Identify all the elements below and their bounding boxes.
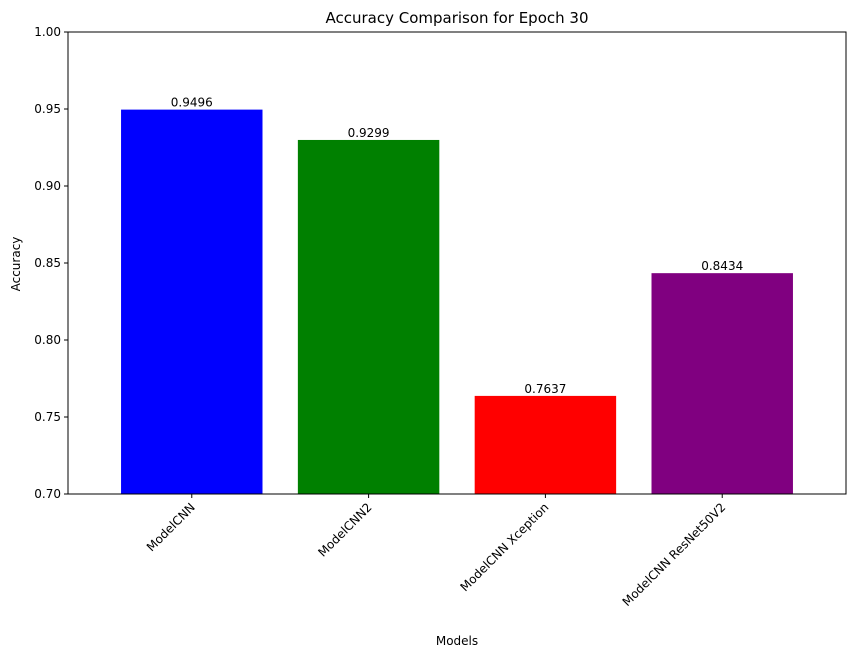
bar xyxy=(297,139,440,495)
bar-value-label: 0.8434 xyxy=(701,259,743,273)
bars-group: 0.9496 0.9299 0.7637 0.8434 xyxy=(121,96,793,495)
y-tick-label: 0.90 xyxy=(34,179,61,193)
bar xyxy=(121,109,263,494)
plot-area-frame xyxy=(67,31,847,495)
y-tick-label: 1.00 xyxy=(34,25,61,39)
x-tick-label: ModelCNN2 xyxy=(315,500,374,559)
bar xyxy=(651,273,793,494)
y-tick-label: 0.80 xyxy=(34,333,61,347)
x-tick-label: ModelCNN xyxy=(144,500,198,554)
bar-value-label: 0.9496 xyxy=(171,96,213,110)
chart-title: Accuracy Comparison for Epoch 30 xyxy=(325,9,588,27)
y-tick-label: 0.85 xyxy=(34,256,61,270)
x-axis-label: Models xyxy=(436,634,478,648)
y-tick-label: 0.70 xyxy=(34,487,61,501)
x-tick-label: ModelCNN ResNet50V2 xyxy=(620,500,729,609)
bar xyxy=(474,395,617,494)
y-axis-label: Accuracy xyxy=(9,237,23,292)
bar-value-label: 0.7637 xyxy=(524,382,566,396)
bar-value-label: 0.9299 xyxy=(348,126,390,140)
x-tick-label: ModelCNN Xception xyxy=(457,500,551,594)
x-axis: ModelCNN ModelCNN2 ModelCNN Xception ModelC… xyxy=(144,494,728,609)
y-tick-label: 0.95 xyxy=(34,102,61,116)
y-tick-label: 0.75 xyxy=(34,410,61,424)
y-axis: 0.70 0.75 0.80 0.85 0.90 0.95 1.00 xyxy=(34,25,68,501)
